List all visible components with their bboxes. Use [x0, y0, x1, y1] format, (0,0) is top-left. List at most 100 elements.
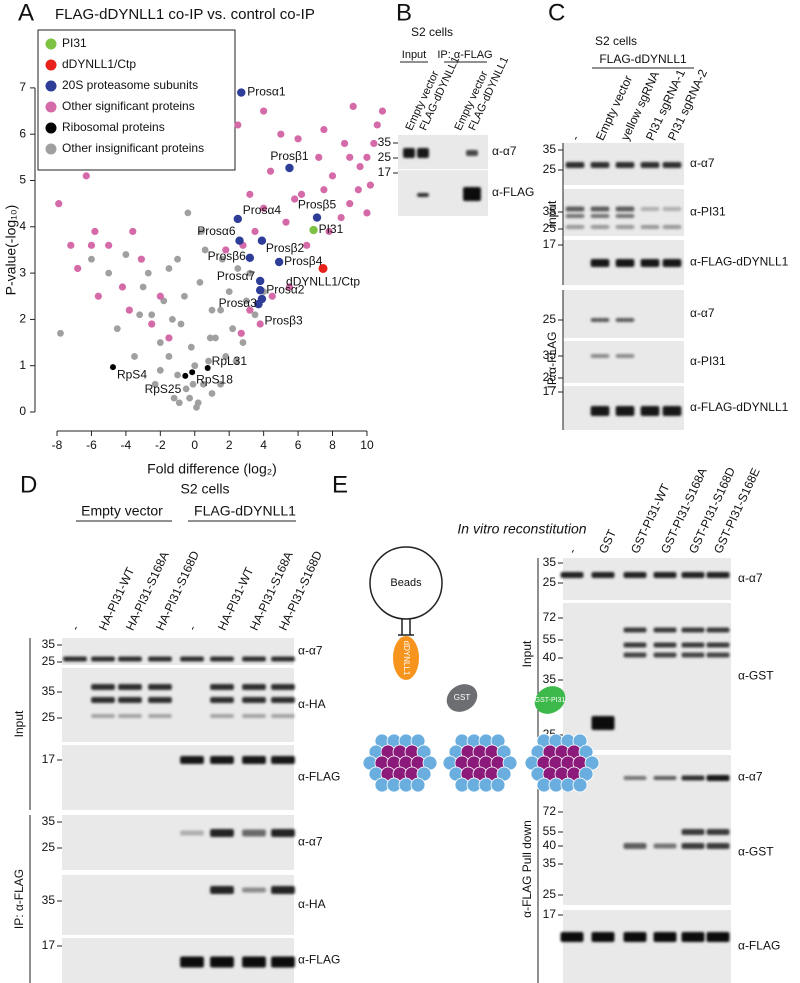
header: S2 cells — [595, 34, 637, 48]
band — [91, 656, 115, 662]
header: FLAG-dDYNLL1 — [194, 503, 296, 519]
marker-label: 35 — [543, 204, 557, 218]
bead — [369, 546, 443, 620]
point — [170, 394, 178, 402]
point — [189, 369, 196, 376]
band — [242, 656, 266, 662]
point — [182, 385, 190, 393]
point — [181, 292, 188, 300]
point — [239, 339, 247, 346]
band — [681, 642, 705, 648]
point — [346, 200, 354, 208]
panel-letter: E — [332, 471, 348, 498]
point-label: Prosβ4 — [284, 254, 323, 268]
point — [177, 320, 185, 328]
band — [640, 406, 660, 416]
point-label: Prosα4 — [243, 203, 282, 217]
marker-label: 35 — [42, 893, 56, 907]
point — [156, 366, 164, 374]
section-label: IP:α-FLAG — [545, 332, 559, 389]
point — [91, 227, 99, 236]
section-label: Input — [12, 710, 26, 737]
band — [681, 843, 705, 849]
bait-label: dDYNLL1 — [402, 641, 411, 676]
x-tick-label: 10 — [360, 438, 374, 452]
marker-label: 17 — [42, 938, 56, 952]
point-label: RpS25 — [145, 382, 182, 396]
marker-label: 55 — [543, 632, 557, 646]
marker-label: 35 — [543, 856, 557, 870]
point — [320, 186, 328, 194]
point — [125, 306, 133, 314]
y-tick-label: 0 — [19, 404, 26, 418]
point — [274, 257, 284, 267]
band — [242, 756, 266, 764]
point — [191, 362, 199, 370]
point — [105, 241, 113, 249]
x-tick-label: 2 — [226, 438, 233, 452]
point — [254, 299, 263, 309]
x-tick-label: -4 — [121, 438, 132, 452]
marker-label: 35 — [42, 814, 56, 828]
point — [303, 241, 311, 249]
point — [285, 283, 294, 291]
proteasome-subunit — [490, 777, 506, 793]
marker-label: 17 — [378, 165, 392, 179]
marker-label: 25 — [42, 840, 56, 854]
point — [325, 227, 333, 236]
point — [94, 292, 102, 300]
panel-letter: C — [548, 0, 565, 26]
y-tick-label: 3 — [19, 265, 26, 279]
blot-label: α-HA — [298, 897, 326, 911]
band — [615, 318, 635, 322]
blot-label: α-α7 — [690, 156, 715, 170]
point-label: Prosα3 — [219, 296, 258, 310]
band — [242, 956, 266, 968]
band — [653, 776, 677, 780]
chart-title: FLAG-dDYNLL1 co-IP vs. control co-IP — [55, 6, 315, 23]
blot-label: α-PI31 — [690, 205, 726, 219]
band — [623, 652, 647, 658]
point — [246, 306, 254, 314]
x-axis-label: Fold difference (log₂) — [147, 461, 277, 477]
point — [148, 311, 156, 319]
point — [260, 204, 268, 212]
band — [653, 652, 677, 658]
band — [590, 162, 610, 168]
band — [706, 775, 730, 781]
blot-label: α-FLAG-dDYNLL1 — [690, 400, 789, 414]
band — [681, 627, 705, 633]
band — [91, 684, 115, 690]
band — [463, 187, 481, 201]
point — [251, 227, 259, 236]
point — [74, 264, 82, 273]
band — [242, 829, 266, 837]
point — [370, 139, 378, 148]
point-label: Prosβ5 — [298, 198, 337, 212]
marker-label: 72 — [543, 804, 557, 818]
point — [225, 288, 233, 296]
point-label: Prosβ6 — [208, 249, 247, 263]
point — [87, 241, 96, 249]
x-tick-label: -8 — [52, 438, 63, 452]
y-tick-label: 1 — [19, 358, 26, 372]
band — [590, 214, 610, 218]
band — [653, 932, 677, 942]
point — [184, 209, 192, 217]
point — [174, 255, 181, 263]
proteasome-subunit — [410, 777, 426, 793]
section-label: α-FLAG Pull down — [520, 820, 534, 918]
band — [623, 932, 647, 942]
marker-label: 35 — [543, 555, 557, 569]
band — [623, 572, 647, 578]
point — [204, 365, 211, 372]
band — [210, 756, 234, 764]
band — [148, 684, 172, 690]
band — [180, 830, 204, 836]
point — [182, 372, 189, 379]
blot-label: α-FLAG — [492, 185, 534, 199]
marker-label: 25 — [543, 312, 557, 326]
point-label: RpL31 — [212, 354, 248, 368]
band — [706, 932, 730, 942]
band — [591, 572, 615, 578]
